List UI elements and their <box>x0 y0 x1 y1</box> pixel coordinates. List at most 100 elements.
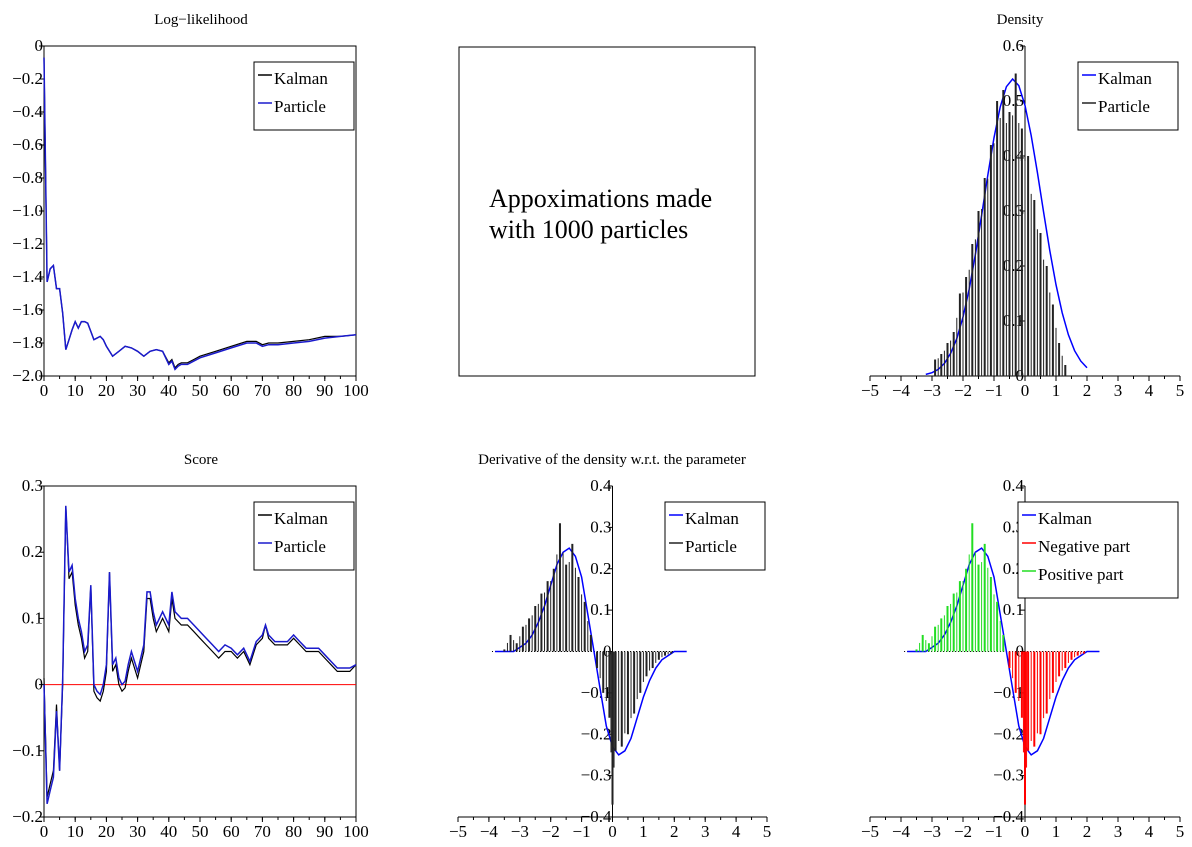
x-tick-label: −5 <box>449 822 467 841</box>
y-tick-label: −0.8 <box>12 168 43 187</box>
chart-0: Log−likelihood 0 10 20 30 40 50 60 70 80 90 100 0 −0.… <box>12 12 369 400</box>
x-tick-label: 60 <box>223 822 240 841</box>
y-tick-label: 0.4 <box>1003 476 1025 495</box>
y-tick-label: −0.1 <box>993 683 1024 702</box>
series-line <box>495 547 687 756</box>
y-tick-label: −1.0 <box>12 201 43 220</box>
y-tick-label: 0.4 <box>590 476 612 495</box>
y-tick-label: 0 <box>35 675 44 694</box>
y-tick-label: 0.2 <box>22 542 43 561</box>
y-tick-label: 0.3 <box>590 517 611 536</box>
y-tick-label: −1.4 <box>12 267 43 286</box>
x-tick-label: −4 <box>892 381 911 400</box>
y-tick-label: 0 <box>1016 642 1025 661</box>
y-tick-label: 0 <box>603 642 612 661</box>
note-line-1: Appoximations made <box>489 184 712 213</box>
x-tick-label: 1 <box>1052 822 1061 841</box>
x-tick-label: 10 <box>67 381 84 400</box>
legend-label: Positive part <box>1038 565 1124 584</box>
y-tick-label: 0.1 <box>22 608 43 627</box>
x-tick-label: −1 <box>985 822 1003 841</box>
x-tick-label: 100 <box>343 381 369 400</box>
x-tick-label: 30 <box>129 822 146 841</box>
chart-4: −5 −4 −3 −2 −1 0 1 2 3 4 5−0.4−0.3−0.2−0.100.10.20… <box>861 476 1184 841</box>
x-tick-label: 40 <box>160 381 177 400</box>
legend-label: Kalman <box>685 509 739 528</box>
x-tick-label: −1 <box>573 822 591 841</box>
legend-label: Particle <box>685 537 737 556</box>
y-tick-label: −1.6 <box>12 300 43 319</box>
x-tick-label: −2 <box>954 822 972 841</box>
note-panel: Appoximations made with 1000 particles <box>458 46 756 377</box>
x-tick-label: 3 <box>1114 822 1123 841</box>
x-tick-label: −5 <box>861 381 879 400</box>
chart-1: Density−5 −4 −3 −2 −1 0 1 2 3 4 500.10.20.30.40.50… <box>861 12 1184 400</box>
x-tick-label: 0 <box>1021 822 1030 841</box>
x-tick-label: 0 <box>608 822 617 841</box>
y-tick-label: −0.4 <box>581 807 612 826</box>
legend-box <box>1077 61 1179 131</box>
chart-2: Score 0 10 20 30 40 50 60 70 80 90 100 −0.2 −0.1 0 0.1 0… <box>12 452 369 841</box>
note-box <box>458 46 756 377</box>
x-tick-label: 0 <box>40 381 49 400</box>
x-tick-label: 3 <box>701 822 710 841</box>
x-tick-label: −3 <box>923 381 941 400</box>
legend-label: Particle <box>274 97 326 116</box>
y-tick-label: −0.2 <box>12 69 43 88</box>
x-tick-label: 50 <box>192 381 209 400</box>
legend-label: Negative part <box>1038 537 1130 556</box>
x-tick-label: 50 <box>192 822 209 841</box>
x-tick-label: 1 <box>1052 381 1061 400</box>
x-tick-label: 30 <box>129 381 146 400</box>
y-tick-label: −1.2 <box>12 234 43 253</box>
x-tick-label: 90 <box>316 381 333 400</box>
x-tick-label: −3 <box>923 822 941 841</box>
legend-label: Particle <box>274 537 326 556</box>
x-tick-label: −2 <box>954 381 972 400</box>
y-tick-label: 0.3 <box>22 476 43 495</box>
series-line <box>925 77 1088 376</box>
x-tick-label: 4 <box>1145 822 1154 841</box>
x-tick-label: 80 <box>285 381 302 400</box>
legend-label: Kalman <box>274 69 328 88</box>
x-tick-label: 60 <box>223 381 240 400</box>
y-tick-label: −0.4 <box>12 102 43 121</box>
legend-box <box>253 501 355 571</box>
y-tick-label: −0.6 <box>12 135 43 154</box>
x-tick-label: −4 <box>892 822 911 841</box>
x-tick-label: 2 <box>1083 822 1092 841</box>
x-tick-label: 0 <box>40 822 49 841</box>
y-tick-label: 0.1 <box>590 600 611 619</box>
x-tick-label: −1 <box>985 381 1003 400</box>
x-tick-label: 10 <box>67 822 84 841</box>
legend-label: Kalman <box>1098 69 1152 88</box>
chart-3: Derivative of the density w.r.t. the par… <box>449 452 771 841</box>
y-tick-label: −0.2 <box>581 724 612 743</box>
note-line-2: with 1000 particles <box>489 215 688 244</box>
y-tick-label: 0 <box>1016 366 1025 385</box>
x-tick-label: 5 <box>1176 822 1185 841</box>
series-line <box>43 57 357 371</box>
chart-title: Density <box>997 12 1044 28</box>
x-tick-label: 20 <box>98 822 115 841</box>
y-tick-label: −2.0 <box>12 366 43 385</box>
y-tick-label: −1.8 <box>12 333 43 352</box>
y-tick-label: 0 <box>35 36 44 55</box>
y-tick-label: −0.3 <box>581 766 612 785</box>
series-line <box>43 505 357 798</box>
x-tick-label: 5 <box>763 822 772 841</box>
legend-box <box>253 61 355 131</box>
legend-label: Particle <box>1098 97 1150 116</box>
legend-box <box>1017 501 1179 599</box>
chart-title: Log−likelihood <box>154 12 248 28</box>
y-tick-label: −0.3 <box>993 766 1024 785</box>
x-tick-label: 3 <box>1114 381 1123 400</box>
series-line <box>907 547 1100 756</box>
x-tick-label: 4 <box>732 822 741 841</box>
x-tick-label: −3 <box>511 822 529 841</box>
x-tick-label: 70 <box>254 822 271 841</box>
y-tick-label: 0.2 <box>590 559 611 578</box>
chart-title: Derivative of the density w.r.t. the par… <box>478 452 746 468</box>
